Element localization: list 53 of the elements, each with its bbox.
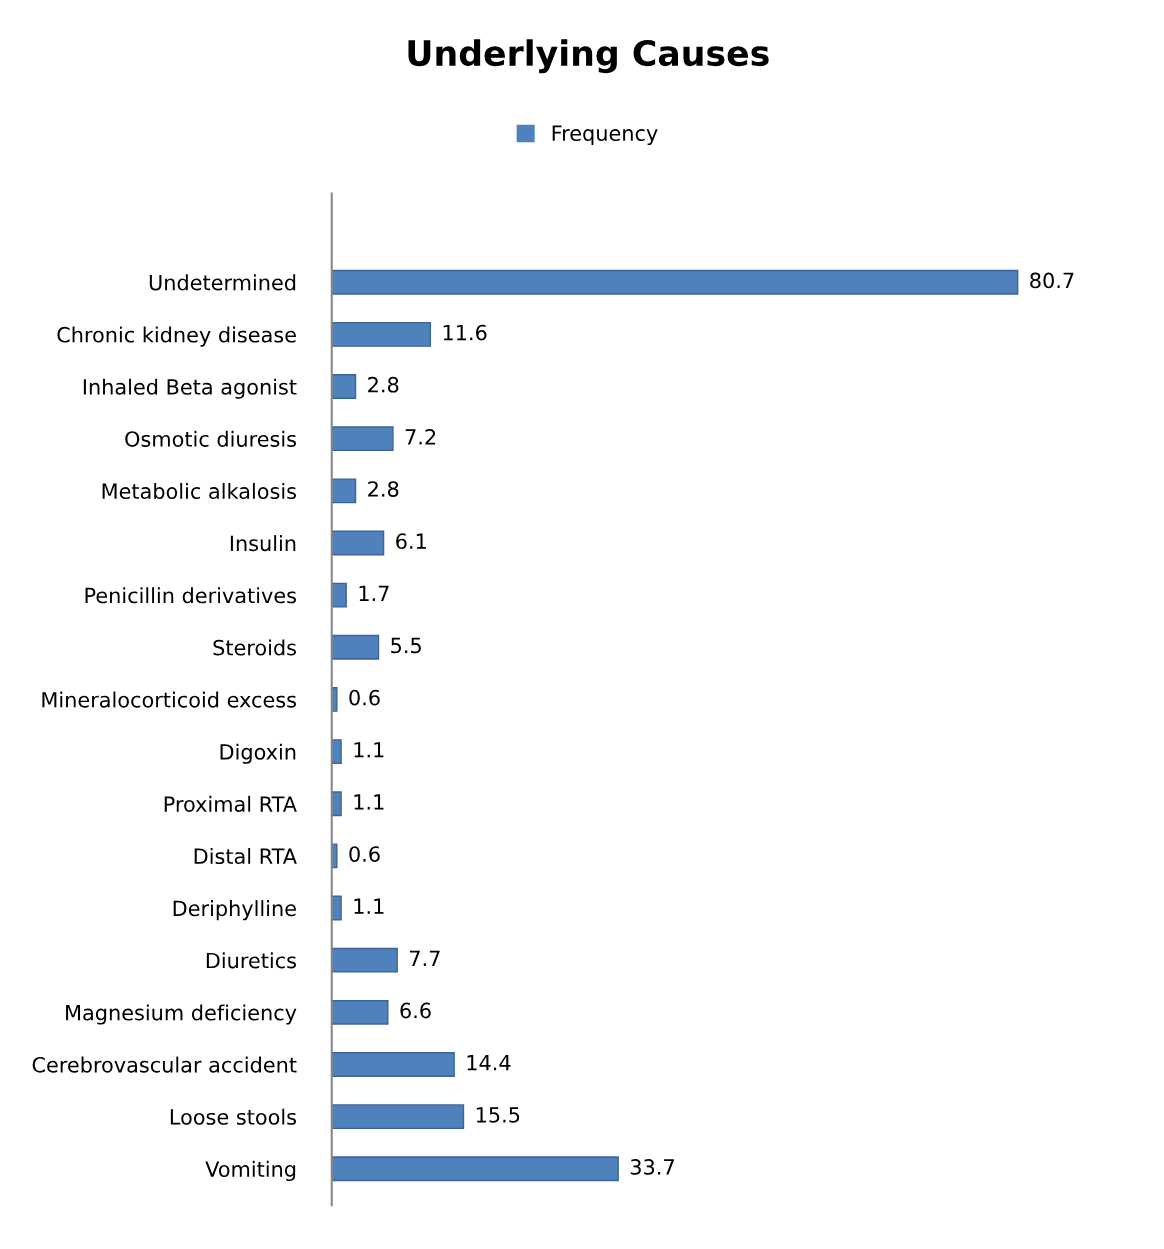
legend-label: Frequency bbox=[552, 125, 658, 146]
y-tick-label: Digoxin bbox=[220, 743, 296, 764]
data-label: 33.7 bbox=[630, 1159, 674, 1175]
bar bbox=[331, 947, 398, 973]
data-label: 0.6 bbox=[349, 689, 380, 706]
y-tick-label: Undetermined bbox=[149, 274, 296, 291]
data-label: 5.5 bbox=[391, 637, 421, 654]
y-tick-label: Loose stools bbox=[170, 1108, 296, 1125]
data-label: 1.1 bbox=[354, 794, 384, 810]
data-label: 11.6 bbox=[443, 324, 487, 341]
bar bbox=[331, 269, 1019, 295]
y-tick-label: Mineralocorticoid excess bbox=[42, 691, 296, 708]
data-label: 2.8 bbox=[368, 481, 399, 497]
y-tick-label: Cerebrovascular accident bbox=[32, 1056, 297, 1073]
y-tick-label: Magnesium deficiency bbox=[66, 1004, 297, 1025]
y-tick-label: Penicillin derivatives bbox=[85, 587, 296, 604]
bar bbox=[331, 999, 389, 1025]
bar bbox=[331, 1104, 465, 1130]
y-tick-label: Inhaled Beta agonist bbox=[83, 378, 297, 399]
bar bbox=[331, 1052, 455, 1077]
y-tick-label: Distal RTA bbox=[194, 847, 297, 865]
data-label: 7.2 bbox=[405, 428, 436, 445]
bar bbox=[331, 582, 347, 608]
data-label: 1.1 bbox=[354, 742, 384, 758]
bar bbox=[331, 426, 394, 452]
bar bbox=[331, 530, 385, 556]
y-tick-label: Proximal RTA bbox=[164, 795, 297, 812]
data-label: 15.5 bbox=[476, 1107, 520, 1123]
bar bbox=[331, 321, 432, 347]
y-tick-label: Diuretics bbox=[206, 952, 296, 969]
bar bbox=[331, 739, 342, 765]
data-label: 0.6 bbox=[349, 846, 380, 862]
y-tick-label: Metabolic alkalosis bbox=[102, 482, 296, 500]
y-tick-label: Insulin bbox=[230, 535, 296, 552]
y-tick-label: Vomiting bbox=[205, 1160, 296, 1182]
data-label: 6.6 bbox=[400, 1002, 431, 1019]
y-tick-label: Steroids bbox=[213, 639, 296, 656]
bar bbox=[331, 374, 357, 399]
data-label: 14.4 bbox=[467, 1055, 511, 1071]
bar bbox=[331, 478, 357, 504]
chart-title: Underlying Causes bbox=[408, 39, 769, 74]
y-tick-label: Osmotic diuresis bbox=[125, 430, 296, 447]
data-label: 1.1 bbox=[354, 898, 384, 914]
data-label: 7.7 bbox=[410, 950, 440, 966]
data-label: 80.7 bbox=[1030, 272, 1074, 289]
bar bbox=[331, 1156, 619, 1182]
y-tick-label: Deriphylline bbox=[173, 900, 296, 921]
data-label: 2.8 bbox=[368, 376, 399, 393]
data-label: 1.7 bbox=[359, 585, 389, 601]
bar bbox=[331, 791, 342, 817]
bar bbox=[331, 634, 380, 660]
data-label: 6.1 bbox=[396, 533, 426, 550]
y-tick-label: Chronic kidney disease bbox=[57, 326, 296, 347]
